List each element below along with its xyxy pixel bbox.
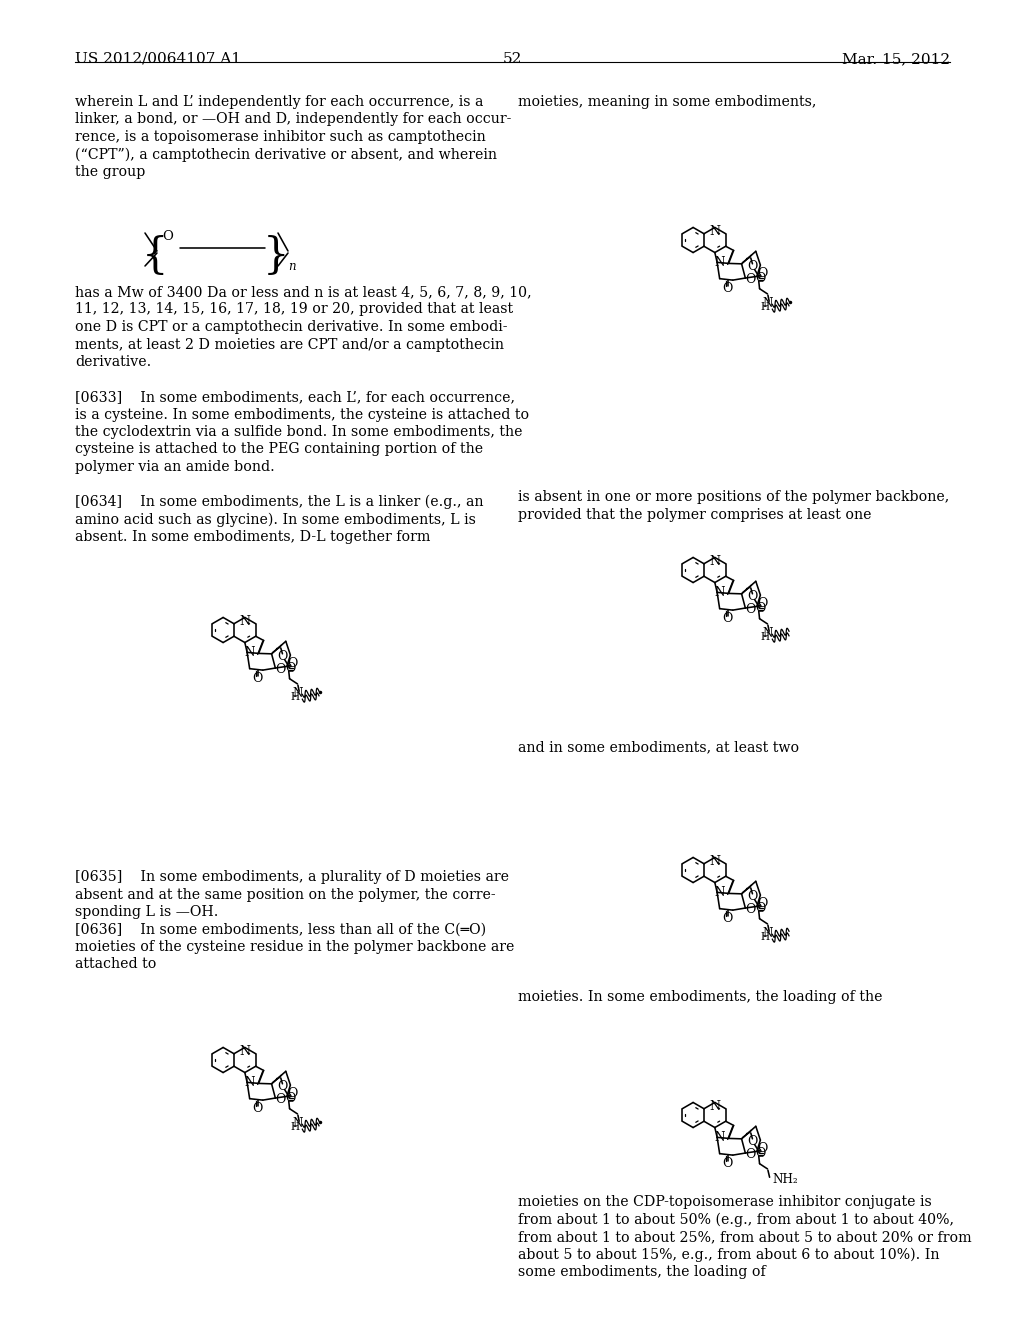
Text: O: O [287,1086,297,1100]
Text: [0636]    In some embodiments, less than all of the C(═O): [0636] In some embodiments, less than al… [75,923,486,936]
Text: O: O [744,903,755,916]
Text: N: N [763,927,773,940]
Text: [0635]    In some embodiments, a plurality of D moieties are: [0635] In some embodiments, a plurality … [75,870,509,884]
Text: ments, at least 2 D moieties are CPT and/or a camptothecin: ments, at least 2 D moieties are CPT and… [75,338,504,351]
Text: linker, a bond, or —OH and D, independently for each occur-: linker, a bond, or —OH and D, independen… [75,112,511,127]
Text: H: H [290,1122,299,1133]
Text: 52: 52 [503,51,521,66]
Text: O: O [274,1093,285,1106]
Text: moieties of the cysteine residue in the polymer backbone are: moieties of the cysteine residue in the … [75,940,514,954]
Text: O: O [748,260,758,273]
Text: N: N [240,615,250,628]
Text: N: N [710,855,720,867]
Text: about 5 to about 15%, e.g., from about 6 to about 10%). In: about 5 to about 15%, e.g., from about 6… [518,1247,939,1262]
Text: N: N [710,1100,720,1113]
Text: H: H [760,932,769,942]
Text: N: N [763,297,773,310]
Text: O: O [287,657,297,669]
Text: N: N [714,1131,724,1144]
Text: n: n [288,260,296,272]
Text: O: O [253,1102,263,1115]
Text: N: N [714,586,724,599]
Text: O: O [286,1092,296,1105]
Text: O: O [278,1081,288,1093]
Text: Mar. 15, 2012: Mar. 15, 2012 [842,51,950,66]
Text: N: N [710,224,720,238]
Text: N: N [293,1117,303,1130]
Text: from about 1 to about 50% (e.g., from about 1 to about 40%,: from about 1 to about 50% (e.g., from ab… [518,1213,954,1226]
Text: O: O [723,282,733,294]
Text: moieties on the CDP-topoisomerase inhibitor conjugate is: moieties on the CDP-topoisomerase inhibi… [518,1195,932,1209]
Text: N: N [710,554,720,568]
Text: N: N [240,1044,250,1057]
Text: 11, 12, 13, 14, 15, 16, 17, 18, 19 or 20, provided that at least: 11, 12, 13, 14, 15, 16, 17, 18, 19 or 20… [75,302,513,317]
Text: NH₂: NH₂ [772,1173,798,1187]
Text: O: O [756,1147,766,1160]
Text: O: O [278,651,288,664]
Text: O: O [274,663,285,676]
Text: H: H [760,632,769,642]
Text: absent. In some embodiments, D-L together form: absent. In some embodiments, D-L togethe… [75,531,430,544]
Text: N: N [244,647,255,659]
Text: derivative.: derivative. [75,355,152,370]
Text: one D is CPT or a camptothecin derivative. In some embodi-: one D is CPT or a camptothecin derivativ… [75,319,508,334]
Text: and in some embodiments, at least two: and in some embodiments, at least two [518,741,799,754]
Text: [0633]    In some embodiments, each L’, for each occurrence,: [0633] In some embodiments, each L’, for… [75,389,515,404]
Text: amino acid such as glycine). In some embodiments, L is: amino acid such as glycine). In some emb… [75,512,476,527]
Text: O: O [757,1142,767,1155]
Text: cysteine is attached to the PEG containing portion of the: cysteine is attached to the PEG containi… [75,442,483,457]
Text: O: O [744,1147,755,1160]
Text: O: O [748,891,758,903]
Text: has a Mw of 3400 Da or less and n is at least 4, 5, 6, 7, 8, 9, 10,: has a Mw of 3400 Da or less and n is at … [75,285,531,300]
Text: absent and at the same position on the polymer, the corre-: absent and at the same position on the p… [75,887,496,902]
Text: some embodiments, the loading of: some embodiments, the loading of [518,1265,766,1279]
Text: O: O [757,597,767,610]
Text: O: O [723,912,733,925]
Text: sponding L is —OH.: sponding L is —OH. [75,906,218,919]
Text: attached to: attached to [75,957,157,972]
Text: {: { [141,235,168,277]
Text: O: O [748,590,758,603]
Text: is absent in one or more positions of the polymer backbone,: is absent in one or more positions of th… [518,490,949,504]
Text: N: N [714,886,724,899]
Text: wherein L and L’ independently for each occurrence, is a: wherein L and L’ independently for each … [75,95,483,110]
Text: polymer via an amide bond.: polymer via an amide bond. [75,459,274,474]
Text: the group: the group [75,165,145,180]
Text: H: H [760,302,769,312]
Text: [0634]    In some embodiments, the L is a linker (e.g., an: [0634] In some embodiments, the L is a l… [75,495,483,510]
Text: }: } [263,235,289,277]
Text: moieties. In some embodiments, the loading of the: moieties. In some embodiments, the loadi… [518,990,883,1005]
Text: rence, is a topoisomerase inhibitor such as camptothecin: rence, is a topoisomerase inhibitor such… [75,129,485,144]
Text: N: N [714,256,724,269]
Text: O: O [757,267,767,280]
Text: O: O [756,902,766,915]
Text: O: O [723,612,733,624]
Text: H: H [290,692,299,702]
Text: O: O [163,230,173,243]
Text: O: O [748,1135,758,1148]
Text: (“CPT”), a camptothecin derivative or absent, and wherein: (“CPT”), a camptothecin derivative or ab… [75,148,497,162]
Text: is a cysteine. In some embodiments, the cysteine is attached to: is a cysteine. In some embodiments, the … [75,408,529,421]
Text: O: O [744,603,755,615]
Text: O: O [253,672,263,685]
Text: O: O [744,273,755,285]
Text: O: O [286,661,296,675]
Text: O: O [756,602,766,615]
Text: O: O [756,272,766,285]
Text: the cyclodextrin via a sulfide bond. In some embodiments, the: the cyclodextrin via a sulfide bond. In … [75,425,522,440]
Text: from about 1 to about 25%, from about 5 to about 20% or from: from about 1 to about 25%, from about 5 … [518,1230,972,1243]
Text: O: O [757,896,767,909]
Text: N: N [244,1076,255,1089]
Text: moieties, meaning in some embodiments,: moieties, meaning in some embodiments, [518,95,816,110]
Text: provided that the polymer comprises at least one: provided that the polymer comprises at l… [518,507,871,521]
Text: O: O [723,1156,733,1170]
Text: N: N [293,688,303,700]
Text: N: N [763,627,773,640]
Text: US 2012/0064107 A1: US 2012/0064107 A1 [75,51,241,66]
